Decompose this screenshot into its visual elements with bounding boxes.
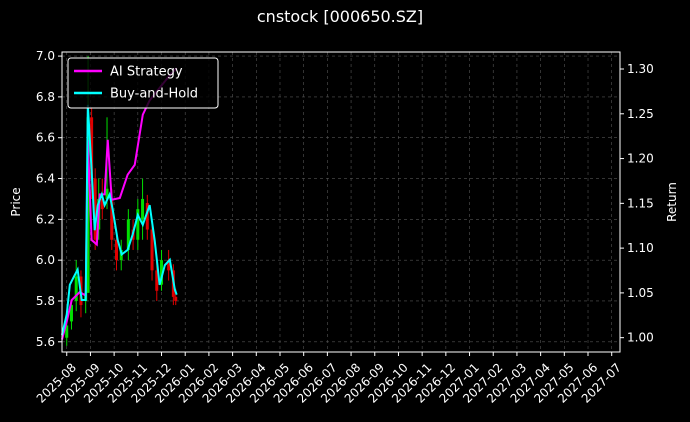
y2-tick-label: 1.05	[627, 286, 654, 300]
legend: AI Strategy Buy-and-Hold	[67, 57, 219, 109]
y-tick-label: 5.6	[36, 335, 55, 349]
y2-tick-label: 1.10	[627, 241, 654, 255]
candle-body	[110, 198, 114, 240]
y2-tick-label: 1.00	[627, 331, 654, 345]
candle-body	[90, 117, 94, 179]
candle-body	[93, 178, 97, 240]
y-tick-label: 6.4	[36, 172, 55, 186]
legend-label: AI Strategy	[110, 65, 183, 80]
candle-body	[100, 198, 104, 210]
candle-body	[141, 198, 145, 220]
candle-body	[145, 203, 149, 230]
candle-body	[174, 296, 178, 301]
candle-body	[155, 270, 159, 291]
y-axis-label: Price	[9, 187, 23, 216]
y2-tick-label: 1.15	[627, 196, 654, 210]
plot-frame	[61, 51, 621, 353]
y2-axis-label: Return	[665, 182, 679, 222]
candle-body	[167, 260, 171, 271]
y-tick-label: 6.8	[36, 90, 55, 104]
y2-tick-label: 1.25	[627, 107, 654, 121]
candle-body	[160, 260, 164, 285]
y2-tick-label: 1.30	[627, 62, 654, 76]
candle-body	[114, 239, 118, 261]
legend-box	[67, 57, 219, 109]
y-tick-label: 6.6	[36, 131, 55, 145]
candle-body	[65, 325, 69, 338]
y-tick-label: 6.0	[36, 253, 55, 267]
line-series	[61, 67, 178, 340]
y2-tick-label: 1.20	[627, 152, 654, 166]
y-tick-label: 7.0	[36, 49, 55, 63]
line-series	[61, 104, 178, 336]
candle-body	[69, 305, 73, 322]
y-tick-label: 6.2	[36, 212, 55, 226]
candle-body	[86, 117, 90, 293]
y-tick-label: 5.8	[36, 294, 55, 308]
legend-label: Buy-and-Hold	[110, 87, 198, 102]
candle-body	[105, 188, 109, 199]
candle-body	[74, 276, 78, 301]
chart-title: cnstock [000650.SZ]	[257, 7, 423, 26]
candle-body	[136, 209, 140, 240]
candle-body	[126, 219, 130, 250]
candle-body	[150, 229, 154, 271]
